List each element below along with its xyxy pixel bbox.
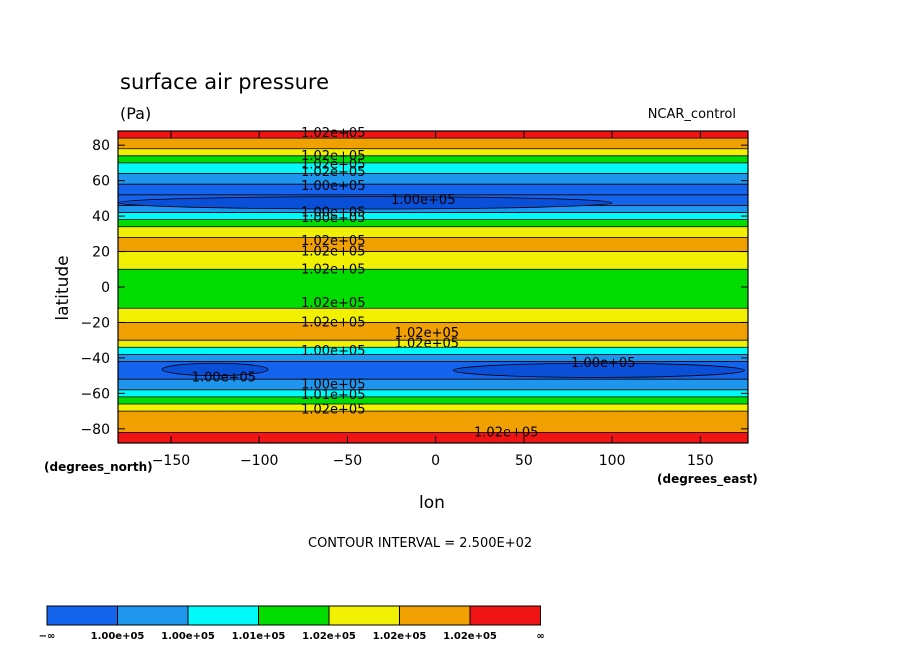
- low-pressure-cell-1: [161, 362, 269, 377]
- contour-label-3: 1.02e+05: [301, 165, 365, 180]
- contour-label-8: 1.02e+05: [301, 234, 365, 249]
- contour-band-25: [118, 411, 748, 433]
- x-tick-label-5: 100: [599, 453, 626, 469]
- contour-label-0: 1.02e+05: [301, 126, 365, 141]
- y-tick-label-6: −40: [80, 351, 110, 367]
- x-tick-label-3: 0: [431, 453, 440, 469]
- y-tick-label-5: −20: [80, 315, 110, 331]
- contour-band-12: [118, 237, 748, 252]
- colorbar-label-1: 1.00e+05: [91, 631, 145, 642]
- contour-label-15: 1.00e+05: [301, 344, 365, 359]
- contour-band-17: [118, 340, 748, 348]
- y-axis: 80 60 40 20 0 −20 −40 −60 −80: [80, 138, 748, 438]
- x-axis: −150 −100 −50 0 50 100 150: [152, 131, 714, 469]
- contour-band-22: [118, 389, 748, 397]
- contour-band-23: [118, 396, 748, 404]
- contour-band-26: [118, 432, 748, 443]
- colorbar-swatch-0: [46, 605, 118, 626]
- contour-label-2: 1.02e+05: [301, 158, 365, 173]
- x-axis-title: lon: [419, 493, 445, 513]
- contour-label-19: 1.01e+05: [301, 388, 365, 403]
- contour-label-17: 1.00e+05: [192, 370, 256, 385]
- contour-interval-label: CONTOUR INTERVAL = 2.500E+02: [308, 536, 532, 551]
- contour-label-11: 1.02e+05: [301, 296, 365, 311]
- x-tick-label-2: −50: [333, 453, 363, 469]
- colorbar-swatch-2: [187, 605, 259, 626]
- contour-label-6: 1.00e+05: [301, 206, 365, 221]
- colorbar-label-2: 1.00e+05: [161, 631, 215, 642]
- contour-label-7: 1.00e+05: [301, 211, 365, 226]
- contour-label-4: 1.00e+05: [301, 179, 365, 194]
- x-tick-label-4: 50: [515, 453, 533, 469]
- colorbar-swatch-3: [258, 605, 330, 626]
- contour-label-18: 1.00e+05: [301, 378, 365, 393]
- y-axis-title: latitude: [53, 255, 73, 320]
- plot-area: [117, 130, 748, 443]
- contour-band-5: [118, 173, 748, 185]
- y-tick-label-4: 0: [101, 280, 110, 296]
- colorbar-swatch-5: [399, 605, 471, 626]
- y-tick-label-8: −80: [80, 422, 110, 438]
- contour-label-13: 1.02e+05: [395, 326, 459, 341]
- contour-band-6: [118, 184, 748, 195]
- contour-label-1: 1.02e+05: [301, 149, 365, 164]
- contour-band-10: [118, 219, 748, 227]
- contour-band-16: [118, 322, 748, 341]
- colorbar-label-3: 1.01e+05: [232, 631, 286, 642]
- contour-band-24: [118, 404, 748, 412]
- colorbar-swatch-1: [117, 605, 189, 626]
- contour-label-16: 1.00e+05: [571, 356, 635, 371]
- contour-label-14: 1.02e+05: [395, 337, 459, 352]
- contour-band-2: [118, 148, 748, 156]
- contour-band-14: [118, 269, 748, 309]
- y-units-label: (degrees_north): [44, 460, 153, 475]
- y-tick-label-2: 40: [92, 209, 110, 225]
- contour-labels: 1.02e+051.02e+051.02e+051.02e+051.00e+05…: [192, 126, 636, 441]
- colorbar-label-5: 1.02e+05: [373, 631, 427, 642]
- contour-band-18: [118, 347, 748, 355]
- contour-band-4: [118, 162, 748, 174]
- contour-label-9: 1.02e+05: [301, 245, 365, 260]
- y-tick-label-0: 80: [92, 138, 110, 154]
- contour-band-21: [118, 379, 748, 390]
- colorbar-label-7: ∞: [536, 631, 544, 642]
- contour-band-11: [118, 226, 748, 238]
- x-tick-label-6: 150: [687, 453, 714, 469]
- contour-label-20: 1.02e+05: [301, 402, 365, 417]
- dataset-label: NCAR_control: [648, 107, 736, 122]
- low-pressure-cell-2: [452, 362, 745, 378]
- contour-band-9: [118, 212, 748, 220]
- colorbar: −∞ 1.00e+05 1.00e+05 1.01e+05 1.02e+05 1.02e+…: [39, 605, 545, 642]
- y-tick-label-1: 60: [92, 174, 110, 190]
- colorbar-swatch-4: [328, 605, 400, 626]
- contour-band-1: [118, 138, 748, 149]
- colorbar-label-6: 1.02e+05: [443, 631, 497, 642]
- x-tick-label-0: −150: [152, 453, 190, 469]
- chart-title: surface air pressure: [120, 70, 329, 94]
- contour-band-13: [118, 251, 748, 270]
- y-tick-label-3: 20: [92, 245, 110, 261]
- colorbar-label-4: 1.02e+05: [302, 631, 356, 642]
- contour-label-21: 1.02e+05: [474, 425, 538, 440]
- contour-label-5: 1.00e+05: [391, 193, 455, 208]
- colorbar-swatch-6: [469, 605, 541, 626]
- contour-label-10: 1.02e+05: [301, 262, 365, 277]
- contour-band-3: [118, 155, 748, 163]
- contour-band-15: [118, 308, 748, 323]
- contour-label-12: 1.02e+05: [301, 315, 365, 330]
- colorbar-label-0: −∞: [39, 631, 56, 642]
- y-tick-label-7: −60: [80, 386, 110, 402]
- contour-band-0: [118, 131, 748, 139]
- contour-band-19: [118, 354, 748, 362]
- units-label: (Pa): [120, 104, 151, 123]
- x-tick-label-1: −100: [240, 453, 278, 469]
- x-units-label: (degrees_east): [657, 472, 758, 487]
